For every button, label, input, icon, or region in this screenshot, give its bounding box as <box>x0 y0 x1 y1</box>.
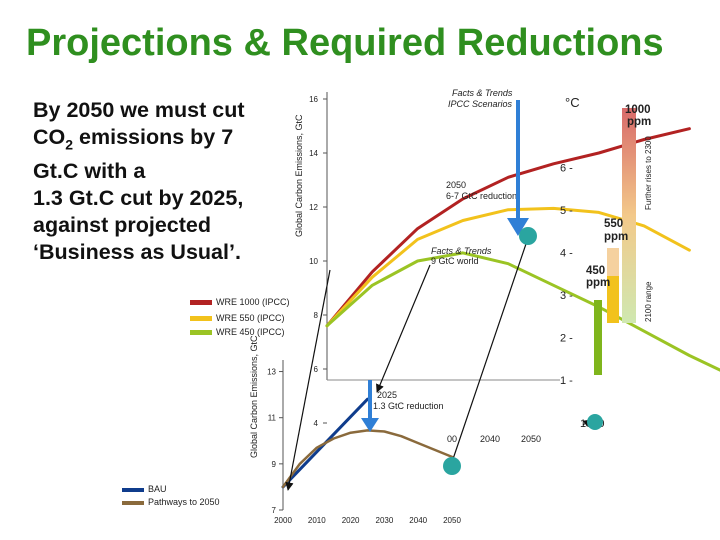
legend-swatch-wre1000 <box>190 300 212 305</box>
temperature-tick-label-6: 6 - <box>560 163 573 175</box>
slide-title: Projections & Required Reductions <box>26 22 664 64</box>
body-line-5: against projected <box>33 213 212 238</box>
body-line-3: Gt.C with a <box>33 159 146 184</box>
temperature-tick-label-5: 5 - <box>560 205 573 217</box>
lower-y-tick-label-7: 7 <box>272 506 277 515</box>
upper-y-tick-label-14: 14 <box>309 149 318 158</box>
lower-x-tick-label-2040: 2040 <box>409 516 427 525</box>
body-co2-subscript: 2 <box>65 136 74 153</box>
legend-swatch-wre550 <box>190 316 212 321</box>
upper-y-tick-label-12: 12 <box>309 203 318 212</box>
lower-series-line-1 <box>281 429 454 489</box>
upper-x-tick-label-2040: 2040 <box>480 434 500 444</box>
marker-2050-upper <box>519 227 537 245</box>
body-line-1: By 2050 we must cut <box>33 98 245 122</box>
lower-x-ticks: 2000 2010 2020 2030 2040 2050 <box>274 516 461 525</box>
ppm-550-upper-band <box>607 248 619 276</box>
marker-2050-lower <box>443 457 461 475</box>
connector-upper-to-lower-2050 <box>451 237 529 463</box>
lower-x-tick-label-2010: 2010 <box>308 516 326 525</box>
lower-y-ticks: 7 9 11 13 <box>267 368 283 515</box>
blue-lower-arrow-head <box>361 418 379 432</box>
ppm-550-unit: ppm <box>604 231 628 243</box>
temperature-tick-label-1: 1 - <box>560 375 573 387</box>
upper-y-tick-label-16: 16 <box>309 95 318 104</box>
legend-label-bau: BAU <box>148 484 167 494</box>
upper-legend: WRE 1000 (IPCC) WRE 550 (IPCC) WRE 450 (… <box>190 297 290 337</box>
ipcc-title-line2: IPCC Scenarios <box>448 99 513 109</box>
legend-swatch-pathways <box>122 501 144 505</box>
blue-reduction-arrow-head <box>507 218 529 236</box>
lower-x-tick-label-2020: 2020 <box>342 516 360 525</box>
legend-label-pathways: Pathways to 2050 <box>148 497 220 507</box>
ppm-450-unit: ppm <box>586 277 610 289</box>
reduction-2025-amount: 1.3 GtC reduction <box>373 401 444 411</box>
upper-x-tick-label-00: 00 <box>447 434 457 444</box>
lower-x-tick-label-2030: 2030 <box>376 516 394 525</box>
reduction-2025-year: 2025 <box>377 390 397 400</box>
ppm-1000-range-bar <box>622 108 636 323</box>
lower-legend: BAU Pathways to 2050 <box>122 484 220 507</box>
marker-1990 <box>587 414 603 430</box>
upper-y-tick-label-6: 6 <box>314 365 319 374</box>
reduction-2050-amount: 6-7 GtC reduction <box>446 191 517 201</box>
legend-swatch-bau <box>122 488 144 492</box>
temperature-tick-label-2: 2 - <box>560 333 573 345</box>
upper-y-tick-label-10: 10 <box>309 257 318 266</box>
ppm-550-value: 550 <box>604 218 623 230</box>
upper-y-ticks: 4 6 8 10 12 14 16 <box>309 95 327 428</box>
lower-y-tick-label-9: 9 <box>272 460 277 469</box>
legend-swatch-wre450 <box>190 330 212 335</box>
temperature-ticks: 1 - 2 - 3 - 4 - 5 - 6 - <box>560 163 573 388</box>
lower-x-tick-label-2000: 2000 <box>274 516 292 525</box>
upper-x-tick-label-2050: 2050 <box>521 434 541 444</box>
temperature-unit-label: °C <box>565 95 580 110</box>
legend-label-wre450: WRE 450 (IPCC) <box>216 327 285 337</box>
range-2100-label: 2100 range <box>644 281 653 322</box>
ppm-450-value: 450 <box>586 265 605 277</box>
further-rises-label: Further rises to 2300 <box>644 136 653 210</box>
upper-y-tick-label-8: 8 <box>314 311 319 320</box>
ipcc-title-line1: Facts & Trends <box>452 88 513 98</box>
ppm-1000-unit: ppm <box>627 116 651 128</box>
temperature-tick-label-4: 4 - <box>560 248 573 260</box>
slide-body-text: By 2050 we must cut CO2 emissions by 7 G… <box>33 97 283 266</box>
arrow-9gtc-to-2025 <box>376 264 431 393</box>
upper-series-line-2 <box>325 251 720 372</box>
world-9-line2: 9 GtC world <box>431 256 479 266</box>
temperature-tick-label-3: 3 - <box>560 290 573 302</box>
ppm-450-range-bar <box>594 300 602 375</box>
upper-y-tick-label-4: 4 <box>314 419 319 428</box>
body-line-2: emissions by 7 <box>73 125 234 149</box>
lower-y-tick-label-11: 11 <box>268 414 277 423</box>
world-9-line1: Facts & Trends <box>431 246 492 256</box>
arrow-legend-to-pathways <box>285 269 331 491</box>
lower-y-axis-label: Global Carbon Emissions, GtC <box>249 335 259 458</box>
lower-series-group <box>281 397 454 489</box>
lower-x-tick-label-2050: 2050 <box>443 516 461 525</box>
legend-label-wre1000: WRE 1000 (IPCC) <box>216 297 290 307</box>
lower-y-tick-label-13: 13 <box>267 368 276 377</box>
body-line-4: 1.3 Gt.C cut by 2025, <box>33 186 244 211</box>
body-co2: CO <box>33 125 66 149</box>
reduction-2050-year: 2050 <box>446 180 466 190</box>
body-line-6: ‘Business as Usual’. <box>33 240 241 265</box>
legend-label-wre550: WRE 550 (IPCC) <box>216 313 285 323</box>
ppm-1000-value: 1000 <box>625 104 651 116</box>
upper-y-axis-label: Global Carbon Emissions, GtC <box>294 114 304 237</box>
